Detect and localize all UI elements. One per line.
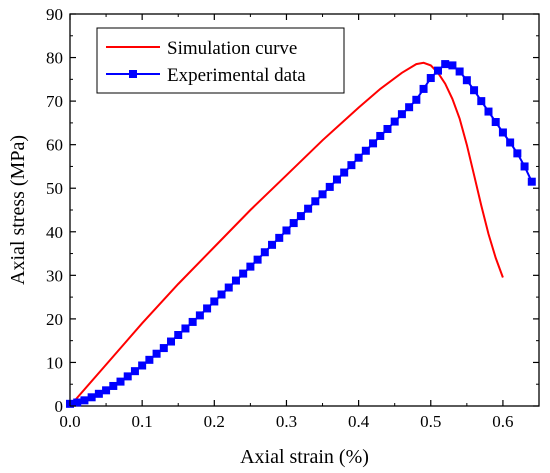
y-axis-title: Axial stress (MPa) <box>7 135 29 285</box>
data-point <box>296 212 305 221</box>
x-tick-label: 0.1 <box>132 412 153 431</box>
data-point <box>311 197 320 206</box>
data-point <box>80 396 89 405</box>
x-tick-label: 0.0 <box>59 412 80 431</box>
data-point <box>260 248 269 257</box>
legend-label: Simulation curve <box>167 38 297 59</box>
data-point <box>419 84 428 93</box>
legend-box <box>96 27 345 94</box>
data-point <box>325 182 334 191</box>
y-tick-label: 0 <box>55 397 64 416</box>
data-point <box>94 389 103 398</box>
data-point <box>412 95 421 104</box>
data-point <box>239 269 248 278</box>
x-tick-label: 0.3 <box>276 412 297 431</box>
axes: 0.0 0.1 0.2 0.3 0.4 0.5 0.6 0 10 20 30 40 50 60 70 80 90 <box>46 5 539 431</box>
series-layer <box>66 60 536 408</box>
data-point <box>441 60 450 69</box>
data-point <box>123 372 132 381</box>
y-tick-label: 80 <box>46 49 63 68</box>
data-point <box>318 190 327 199</box>
data-point <box>390 117 399 126</box>
data-point <box>224 283 233 292</box>
data-point <box>513 149 522 158</box>
data-point <box>484 107 493 116</box>
legend-label: Experimental data <box>167 65 306 86</box>
y-tick-label: 40 <box>46 223 63 242</box>
data-point <box>210 297 219 306</box>
data-point <box>289 219 298 228</box>
data-point <box>304 204 313 213</box>
x-tick-label: 0.2 <box>204 412 225 431</box>
data-point <box>383 124 392 133</box>
data-point <box>275 233 284 242</box>
y-tick-label: 30 <box>46 266 63 285</box>
data-point <box>462 76 471 85</box>
data-point <box>174 331 183 340</box>
data-point <box>433 66 442 75</box>
data-point <box>282 226 291 235</box>
data-point <box>520 162 529 171</box>
x-tick-label: 0.6 <box>492 412 513 431</box>
data-point <box>527 177 536 186</box>
data-point <box>130 367 139 376</box>
legend-swatch-marker <box>129 70 137 78</box>
y-tick-label: 20 <box>46 310 63 329</box>
data-point <box>491 118 500 127</box>
data-point <box>361 146 370 155</box>
y-tick-label: 60 <box>46 136 63 155</box>
data-point <box>231 276 240 285</box>
data-point <box>397 110 406 119</box>
data-point <box>354 153 363 162</box>
data-point <box>87 393 96 402</box>
data-point <box>159 344 168 353</box>
data-point <box>116 377 125 386</box>
data-point <box>188 317 197 326</box>
data-point <box>167 337 176 346</box>
data-point <box>405 103 414 112</box>
y-tick-label: 50 <box>46 179 63 198</box>
data-point <box>340 168 349 177</box>
data-point <box>102 386 111 395</box>
data-point <box>253 255 262 264</box>
data-point <box>138 361 147 370</box>
x-tick-label: 0.4 <box>348 412 370 431</box>
data-point <box>246 262 255 271</box>
data-point <box>347 161 356 170</box>
data-point <box>195 311 204 320</box>
y-tick-label: 90 <box>46 5 63 24</box>
data-point <box>332 175 341 184</box>
data-point <box>455 67 464 76</box>
data-point <box>217 290 226 299</box>
x-tick-label: 0.5 <box>420 412 441 431</box>
data-point <box>145 355 154 364</box>
data-point <box>506 138 515 147</box>
series-line-1 <box>69 61 504 407</box>
data-point <box>477 97 486 106</box>
data-point <box>470 86 479 95</box>
data-point <box>181 324 190 333</box>
x-axis-title: Axial strain (%) <box>240 446 369 468</box>
data-point <box>376 131 385 140</box>
data-point <box>109 381 118 390</box>
data-point <box>369 139 378 148</box>
data-point <box>448 61 457 70</box>
data-point <box>152 349 161 358</box>
data-point <box>268 240 277 249</box>
data-point <box>73 398 82 407</box>
y-tick-label: 10 <box>46 353 63 372</box>
legend: Simulation curve Experimental data <box>96 27 345 94</box>
data-point <box>203 304 212 313</box>
data-point <box>498 128 507 137</box>
data-point <box>426 74 435 83</box>
y-tick-label: 70 <box>46 92 63 111</box>
